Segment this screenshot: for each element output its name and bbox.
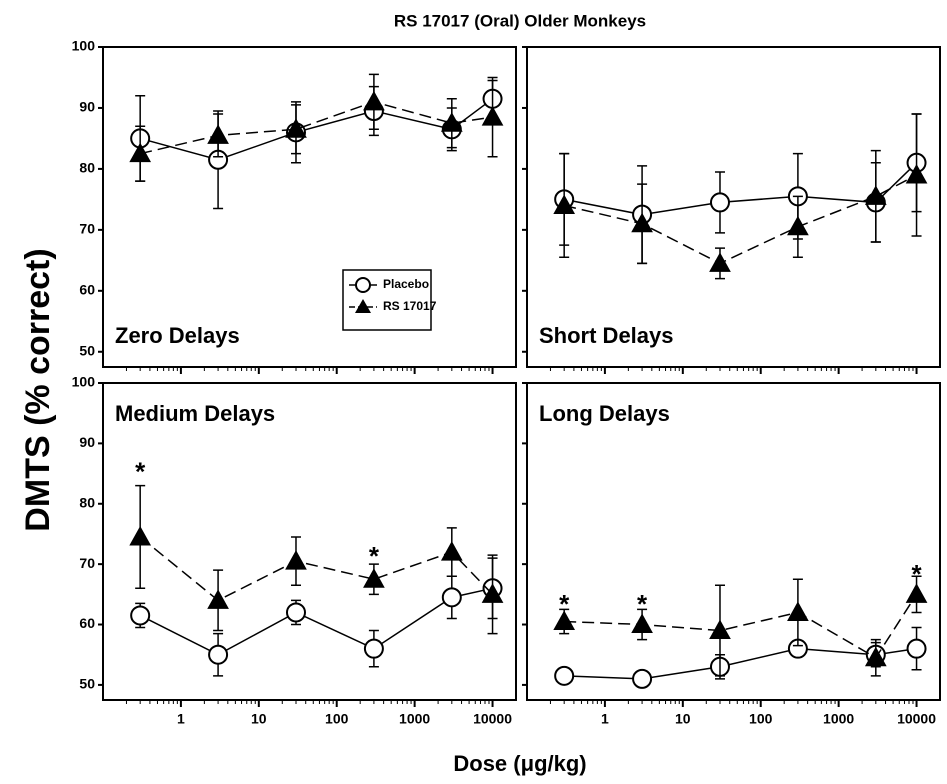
x-tick-label: 100 (749, 711, 773, 727)
marker-triangle (363, 90, 385, 111)
series (130, 557, 503, 677)
figure-title: RS 17017 (Oral) Older Monkeys (394, 11, 646, 30)
marker-triangle (905, 583, 928, 603)
series (130, 79, 503, 210)
marker-triangle (864, 646, 887, 667)
marker-circle (632, 668, 653, 689)
marker-triangle (905, 163, 928, 184)
marker-triangle (129, 525, 152, 546)
panel-title: Zero Delays (115, 323, 240, 348)
marker-triangle (363, 568, 385, 588)
x-tick-label: 10000 (897, 711, 936, 727)
series (553, 575, 928, 677)
y-tick-label: 70 (79, 555, 95, 571)
x-tick-label: 100 (325, 711, 349, 727)
plot-frame (102, 46, 517, 368)
y-tick-label: 80 (79, 494, 95, 510)
annotation: * (369, 541, 380, 571)
x-tick-label: 1000 (823, 711, 854, 727)
y-tick-label: 60 (79, 615, 95, 631)
marker-triangle (864, 185, 887, 205)
marker-circle (906, 638, 927, 659)
plot-frame (526, 382, 941, 701)
y-axis-label: DMTS (% correct) (19, 248, 57, 531)
series-line (139, 536, 494, 602)
panel-title: Long Delays (539, 401, 670, 426)
legend-label: Placebo (383, 277, 429, 291)
marker-circle (441, 587, 462, 608)
series (553, 113, 928, 280)
x-tick-label: 1 (177, 711, 185, 727)
marker-triangle (207, 589, 229, 609)
x-tick-label: 10 (251, 711, 267, 727)
annotation: * (911, 559, 922, 589)
legend-box (342, 269, 432, 331)
marker-triangle (787, 601, 809, 621)
y-tick-label: 100 (72, 38, 96, 54)
x-tick-label: 10 (675, 711, 691, 727)
marker-triangle (481, 583, 504, 603)
series (554, 113, 927, 265)
marker-triangle (709, 619, 731, 640)
marker-triangle (481, 106, 504, 126)
marker-circle (709, 192, 730, 213)
y-tick-label: 50 (79, 676, 95, 692)
marker-triangle (440, 541, 463, 561)
marker-triangle (440, 112, 463, 132)
marker-triangle (787, 215, 809, 236)
x-axis-label: Dose (μg/kg) (453, 751, 586, 776)
series-line (564, 593, 918, 659)
y-tick-label: 90 (79, 99, 95, 115)
series-line (564, 174, 917, 265)
x-tick-label: 10000 (473, 711, 512, 727)
marker-triangle (709, 252, 731, 272)
series-line (564, 162, 918, 216)
y-tick-label: 60 (79, 282, 95, 298)
series-line (139, 587, 493, 656)
legend-marker (355, 299, 371, 313)
series (129, 484, 504, 635)
annotation: * (637, 589, 648, 619)
y-tick-label: 70 (79, 221, 95, 237)
x-tick-label: 1000 (399, 711, 430, 727)
marker-triangle (553, 610, 576, 631)
y-tick-label: 50 (79, 342, 95, 358)
marker-circle (130, 605, 151, 626)
marker-triangle (631, 613, 653, 634)
y-tick-label: 100 (72, 374, 96, 390)
y-tick-label: 80 (79, 160, 95, 176)
marker-circle (363, 638, 384, 659)
marker-triangle (285, 118, 307, 138)
plot-frame (102, 382, 517, 701)
series-line (564, 647, 917, 680)
annotation: * (135, 456, 146, 486)
marker-triangle (129, 142, 152, 163)
marker-circle (208, 644, 229, 665)
series (129, 73, 504, 182)
panel-title: Medium Delays (115, 401, 275, 426)
marker-triangle (207, 124, 229, 144)
legend-label: RS 17017 (383, 299, 437, 313)
y-tick-label: 90 (79, 434, 95, 450)
series-line (139, 98, 493, 161)
panel-title: Short Delays (539, 323, 674, 348)
marker-triangle (631, 212, 653, 233)
plot-frame (526, 46, 941, 368)
marker-circle (285, 602, 306, 623)
annotation: * (559, 589, 570, 619)
marker-circle (554, 665, 575, 686)
x-tick-label: 1 (601, 711, 609, 727)
legend-marker (355, 277, 371, 293)
series-line (140, 101, 493, 155)
marker-triangle (553, 194, 576, 214)
marker-triangle (285, 550, 307, 570)
